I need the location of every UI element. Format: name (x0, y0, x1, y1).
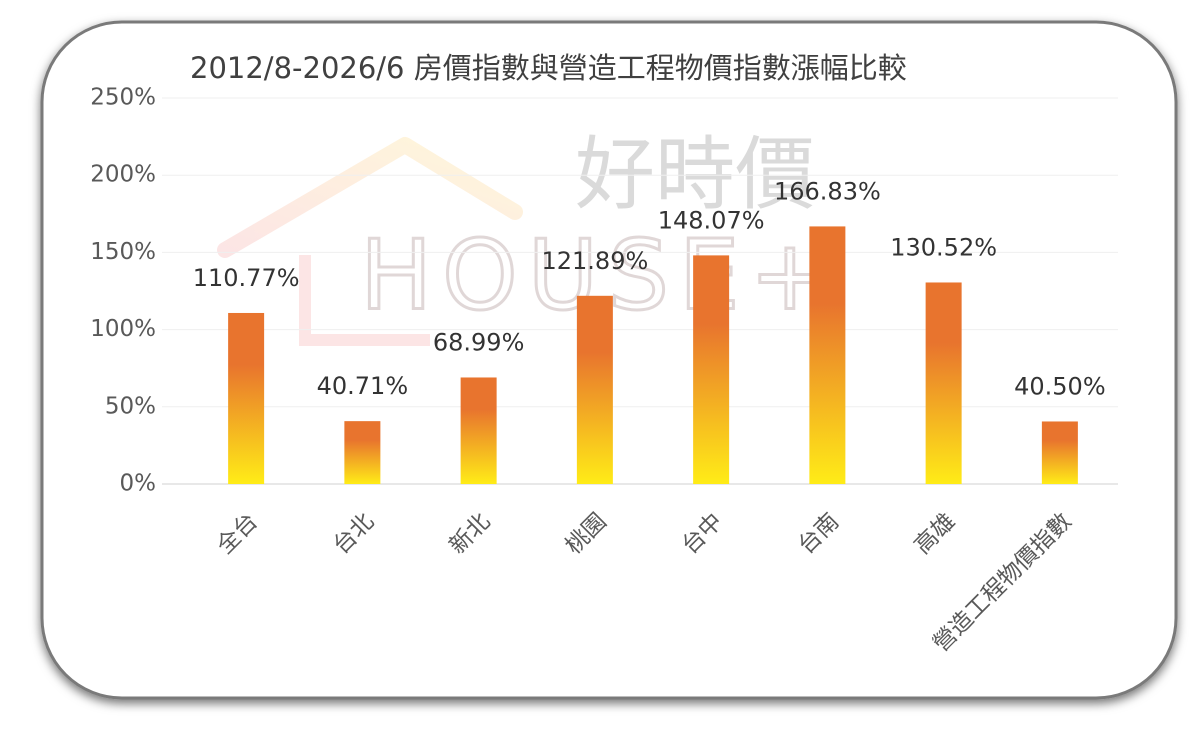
data-label: 130.52% (890, 233, 997, 261)
bar (925, 282, 962, 484)
data-label: 148.07% (658, 206, 765, 234)
bar (344, 421, 381, 484)
y-tick-label: 150% (90, 239, 156, 265)
bar (460, 377, 497, 484)
watermark-name: 好時價 (575, 128, 815, 221)
chart-title: 2012/8-2026/6 房價指數與營造工程物價指數漲幅比較 (190, 51, 907, 85)
bar (809, 226, 846, 484)
bar (1041, 421, 1078, 484)
bar (228, 312, 265, 484)
watermark-roof (217, 137, 523, 258)
y-tick-label: 200% (90, 162, 156, 188)
data-label: 40.50% (1014, 372, 1106, 400)
y-tick-label: 0% (120, 471, 157, 497)
data-label: 110.77% (193, 264, 300, 292)
data-label: 40.71% (317, 372, 409, 400)
bar (693, 255, 730, 484)
y-tick-label: 50% (105, 393, 156, 419)
data-label: 68.99% (433, 328, 525, 356)
watermark-frame (299, 255, 430, 346)
data-label: 166.83% (774, 177, 881, 205)
y-tick-label: 100% (90, 316, 156, 342)
y-tick-label: 250% (90, 85, 156, 111)
bar (576, 295, 613, 484)
data-label: 121.89% (541, 247, 648, 275)
